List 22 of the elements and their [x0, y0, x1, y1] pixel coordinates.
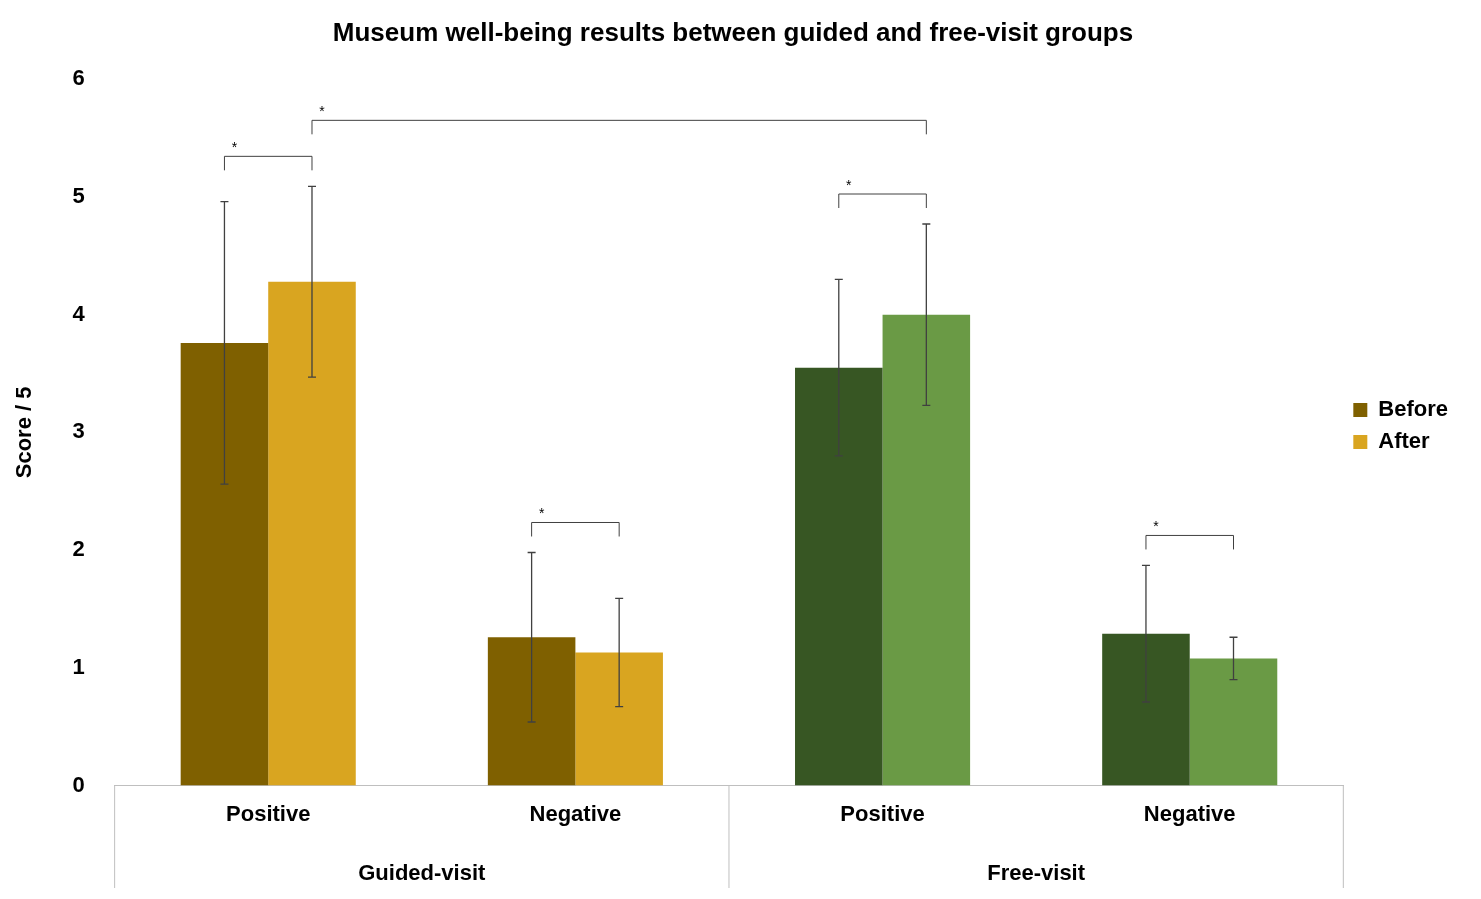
x-tick-label: Negative [529, 800, 622, 826]
y-tick-label: 5 [72, 183, 85, 208]
annotation: * [538, 505, 545, 522]
chart-title: Museum well-being results between guided and free-visit groups [332, 16, 1134, 47]
annotation: * [1153, 518, 1160, 535]
y-tick-label: 2 [72, 536, 85, 562]
legend-label: Before [1378, 396, 1448, 422]
y-tick-label: 4 [72, 300, 86, 326]
annotation: * [846, 176, 853, 193]
x-tick-label: Negative [1143, 800, 1236, 826]
text: Guided-visit [358, 860, 487, 886]
y-tick-label: 0 [72, 771, 85, 797]
x-tick-label: Positive [840, 800, 925, 826]
y-tick-label: 1 [72, 653, 85, 679]
annotation: * [231, 139, 238, 156]
y-axis-title: Score / 5 [11, 386, 37, 479]
x-tick-label: Positive [226, 800, 311, 826]
text: Free-visit [987, 860, 1086, 886]
y-tick-label: 3 [72, 418, 85, 444]
legend-label: After [1378, 428, 1431, 454]
y-tick-label: 6 [72, 65, 85, 91]
annotation: * [319, 103, 326, 120]
